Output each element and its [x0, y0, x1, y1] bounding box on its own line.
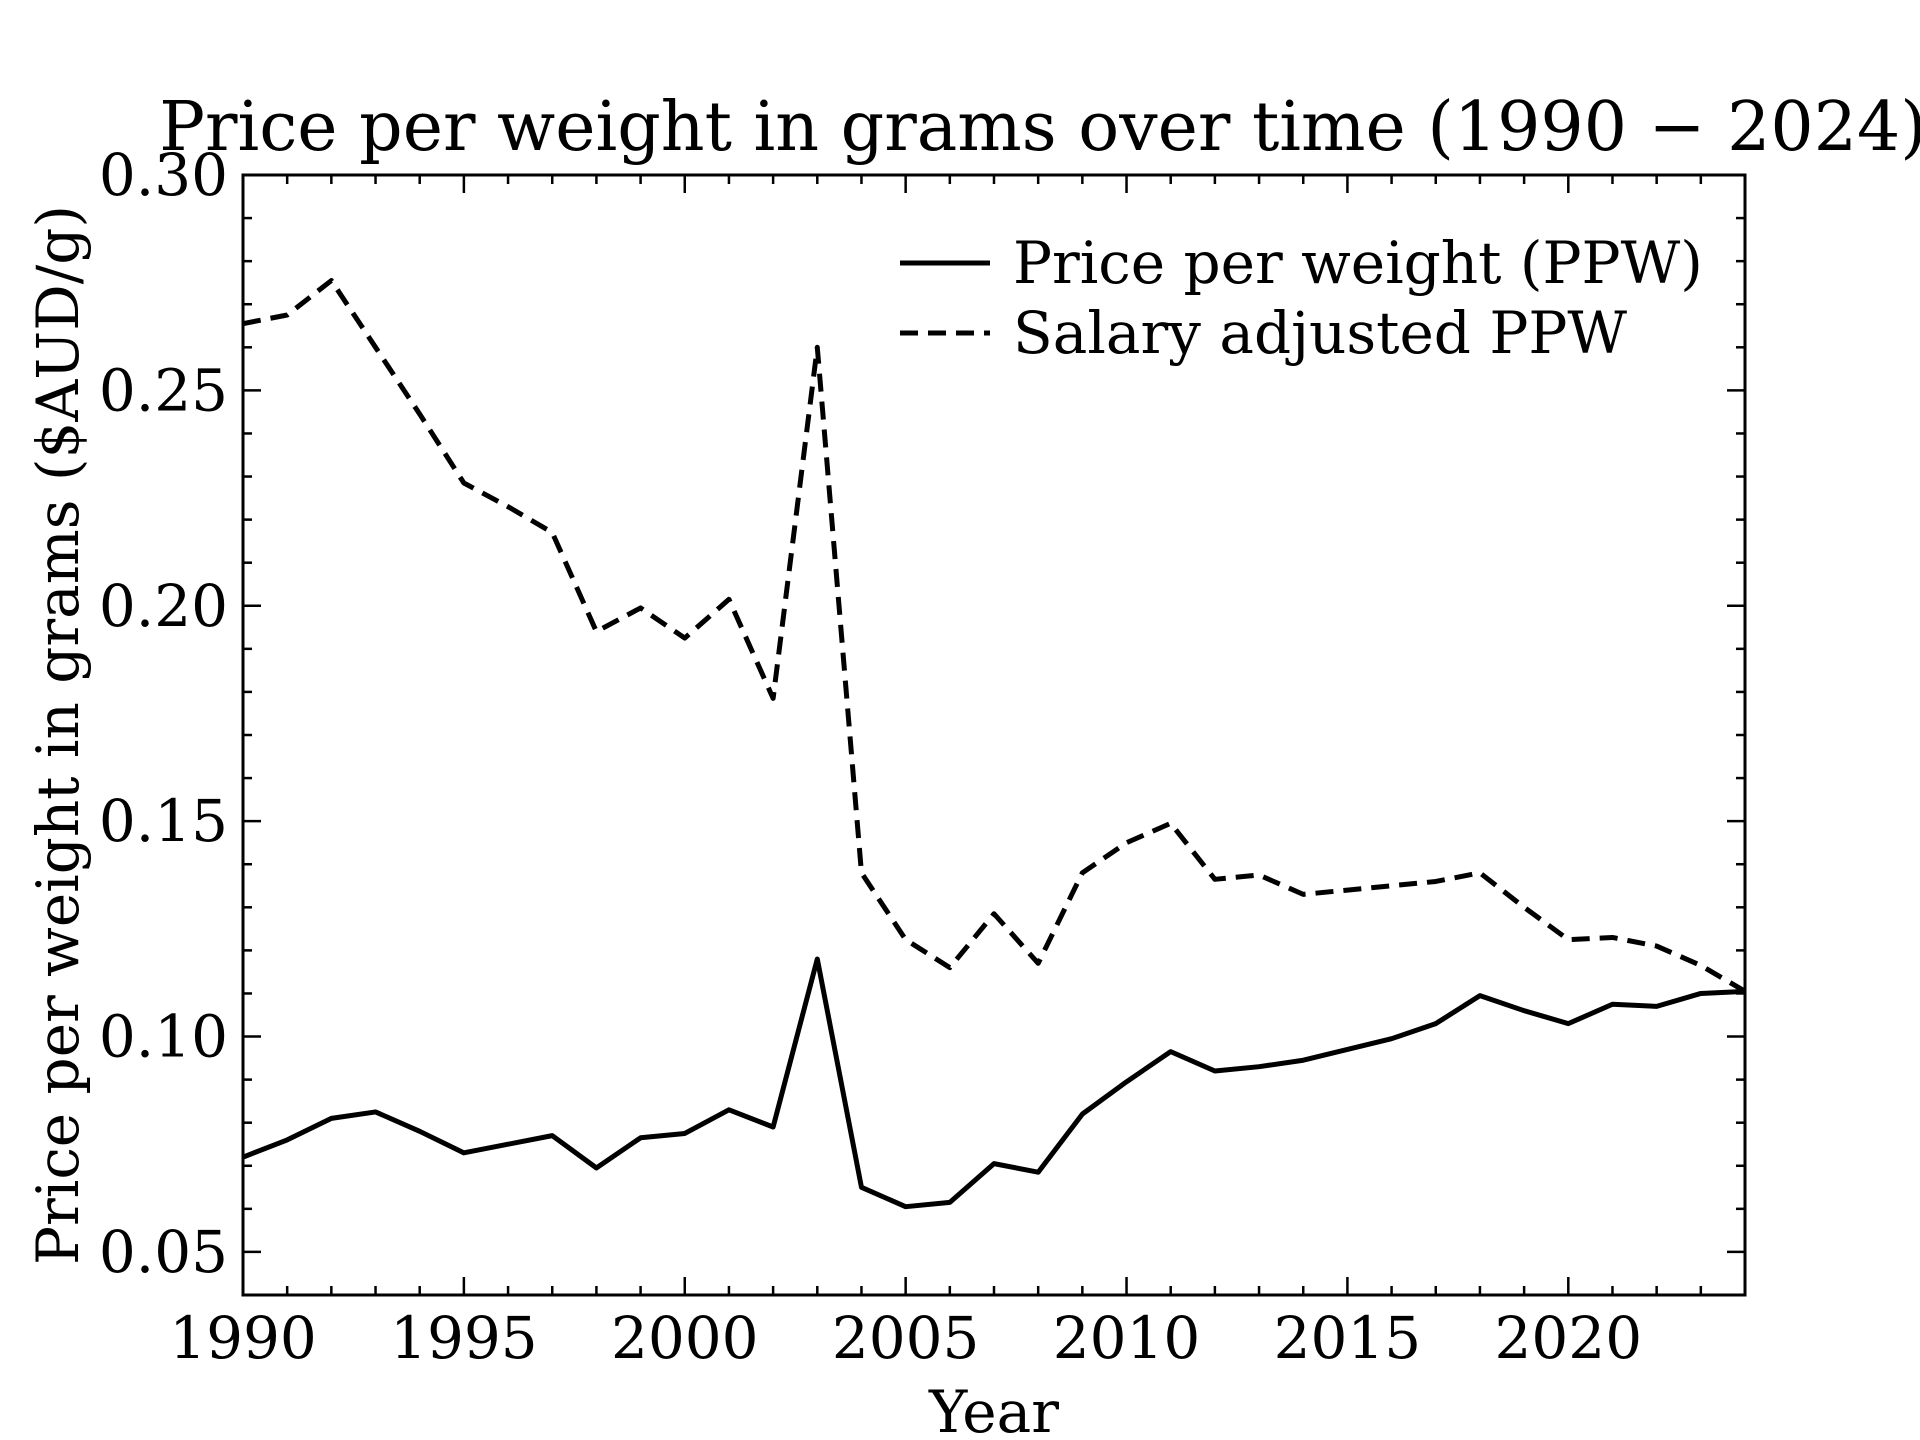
x-axis-label: Year: [928, 1378, 1059, 1440]
x-tick-label: 2005: [832, 1304, 980, 1372]
tick-labels: 1990 1995 2000 2005 2010 2015 2020 0.05 0.10 0.15…: [99, 141, 1642, 1372]
x-tick-label: 1990: [169, 1304, 317, 1372]
series-line-ppw: [243, 956, 1745, 1210]
y-tick-label: 0.10: [99, 1003, 228, 1071]
x-tick-label: 2020: [1494, 1304, 1642, 1372]
x-tick-label: 2010: [1053, 1304, 1201, 1372]
plot-frame: [241, 173, 1747, 1297]
chart-title: Price per weight in grams over time (199…: [159, 88, 1920, 167]
series-group: [243, 278, 1745, 1210]
y-axis-label: Price per weight in grams ($AUD/g): [24, 205, 92, 1265]
y-tick-label: 0.25: [99, 356, 228, 424]
legend: Price per weight (PPW) Salary adjusted P…: [900, 229, 1703, 367]
y-tick-label: 0.05: [99, 1218, 228, 1286]
x-tick-label: 1995: [390, 1304, 538, 1372]
legend-label-ppw: Price per weight (PPW): [1013, 229, 1703, 297]
y-tick-label: 0.20: [99, 572, 228, 640]
legend-label-salary-adjusted: Salary adjusted PPW: [1013, 299, 1627, 367]
x-tick-label: 2000: [611, 1304, 759, 1372]
series-line-salary-adjusted: [243, 278, 1745, 994]
y-tick-label: 0.30: [99, 141, 228, 209]
x-tick-label: 2015: [1274, 1304, 1422, 1372]
y-tick-label: 0.15: [99, 787, 228, 855]
